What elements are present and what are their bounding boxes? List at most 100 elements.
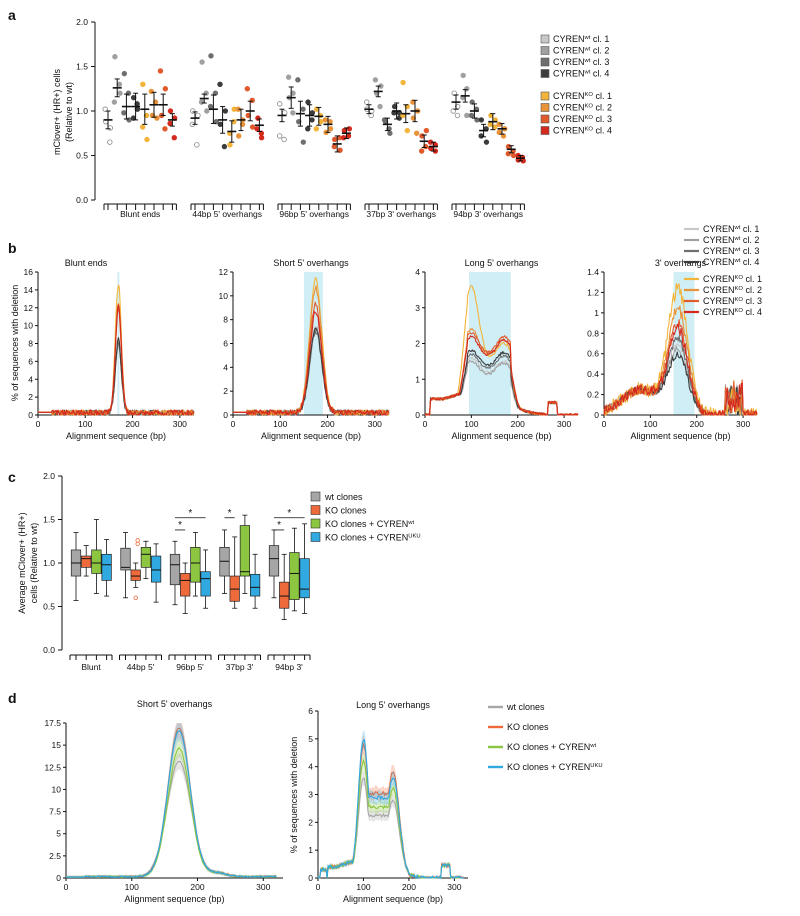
confidence-band [318,734,464,878]
data-point [387,130,393,136]
data-point [346,126,353,132]
y-tick-label: 0 [28,410,33,420]
y-tick-label: 0.5 [43,602,55,612]
data-point [300,106,306,112]
x-axis-title: Alignment sequence (bp) [630,431,730,441]
legend-label: CYRENwt cl. 1 [553,34,609,44]
x-tick-label: 200 [320,419,334,429]
y-tick-label: 4 [223,362,228,372]
legend-swatch [540,34,550,44]
category-label: Blunt [81,662,101,672]
legend-label: KO clones [325,506,367,516]
y-tick-label: 0 [56,873,61,883]
data-point [208,53,214,59]
legend-swatch [540,114,550,124]
data-point [483,139,490,145]
y-axis-title: % of sequences with deletion [10,285,20,402]
data-point [500,133,507,139]
data-point [221,143,228,150]
y-tick-label: 0.0 [43,645,55,655]
series-line [38,340,195,416]
data-point [121,110,127,116]
y-tick-label: 1.4 [587,267,599,277]
y-tick-label: 2.0 [43,471,55,481]
data-point [207,103,214,110]
legend-swatch [310,491,321,502]
series-line [317,742,464,880]
data-point [126,117,132,123]
x-tick-label: 100 [464,419,478,429]
data-point [107,139,113,145]
legend-swatch [540,103,550,112]
subplot-title: Short 5' overhangs [137,699,213,709]
x-tick-label: 200 [511,419,525,429]
data-point [244,86,251,92]
data-point [112,54,118,60]
data-point [478,133,484,139]
group-label: 44bp 5' overhangs [192,209,262,219]
data-point [305,126,311,132]
legend-label: KO clones + CYRENUKU [325,533,421,543]
y-tick-label: 3 [308,790,313,800]
significance-marker: * [287,508,291,519]
data-point [331,136,338,143]
data-point [300,139,307,145]
x-tick-label: 0 [316,882,321,892]
series-line [603,323,758,416]
data-point [451,90,457,96]
box [120,547,131,571]
x-tick-label: 0 [602,419,607,429]
y-tick-label: 1.5 [43,515,55,525]
box [81,555,92,568]
y-tick-label: 16 [24,267,34,277]
y-tick-label: 10 [52,784,62,794]
subplot-title: Blunt ends [65,258,108,268]
data-point [254,126,260,132]
box [299,558,310,599]
data-point [305,99,311,105]
data-point [171,134,177,141]
group-label: 96bp 5' overhangs [279,209,349,219]
box [289,552,300,600]
y-tick-label: 5 [308,734,313,744]
y-tick-label: 2 [415,339,420,349]
data-point [249,124,256,130]
confidence-band [318,751,464,878]
data-point [464,112,470,119]
y-tick-label: 0.6 [587,349,599,359]
series-line [233,311,390,416]
y-tick-label: 7.5 [49,807,61,817]
legend-label: CYRENKO cl. 2 [553,103,612,113]
data-point [404,127,410,134]
x-tick-label: 300 [557,419,571,429]
box [279,581,290,609]
legend-label: CYRENKO cl. 1 [553,91,612,101]
box [130,569,141,581]
x-tick-label: 200 [190,882,204,892]
confidence-band [66,723,277,878]
category-label: 37bp 3' [226,662,254,672]
box [200,571,211,597]
data-point [111,99,118,105]
x-axis-title: Alignment sequence (bp) [124,894,224,904]
data-point [217,81,223,87]
legend-swatch [540,69,550,78]
data-point [419,133,425,139]
data-point [505,151,511,157]
outlier-point [135,541,140,547]
data-point [377,103,383,110]
legend-swatch [540,91,550,101]
x-tick-label: 300 [447,882,461,892]
data-point [217,121,224,128]
y-axis-title: Average mClover+ (HR+) [17,512,27,613]
x-tick-label: 200 [402,882,416,892]
panel-letter-c: c [8,469,16,485]
x-axis-title: Alignment sequence (bp) [66,431,166,441]
significance-marker: * [188,508,192,519]
box [268,545,280,577]
group-label: 94bp 3' overhangs [453,209,523,219]
data-point [212,90,219,96]
legend-label: CYRENKO cl. 4 [553,126,612,136]
group-label: Blunt ends [120,209,160,219]
y-tick-label: 1.2 [587,287,599,297]
